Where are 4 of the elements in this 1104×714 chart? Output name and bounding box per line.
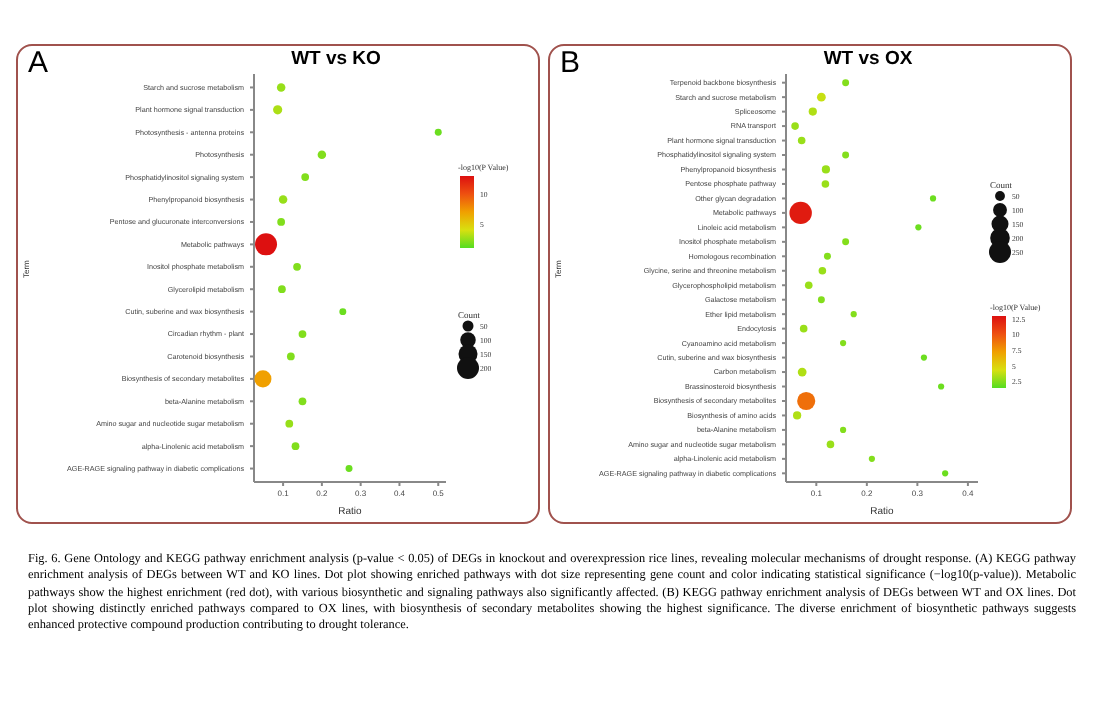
text: A bbox=[28, 46, 49, 80]
chart-title: WT vs KO bbox=[291, 48, 381, 70]
text: B bbox=[560, 46, 581, 80]
chart-title: WT vs OX bbox=[823, 48, 913, 70]
